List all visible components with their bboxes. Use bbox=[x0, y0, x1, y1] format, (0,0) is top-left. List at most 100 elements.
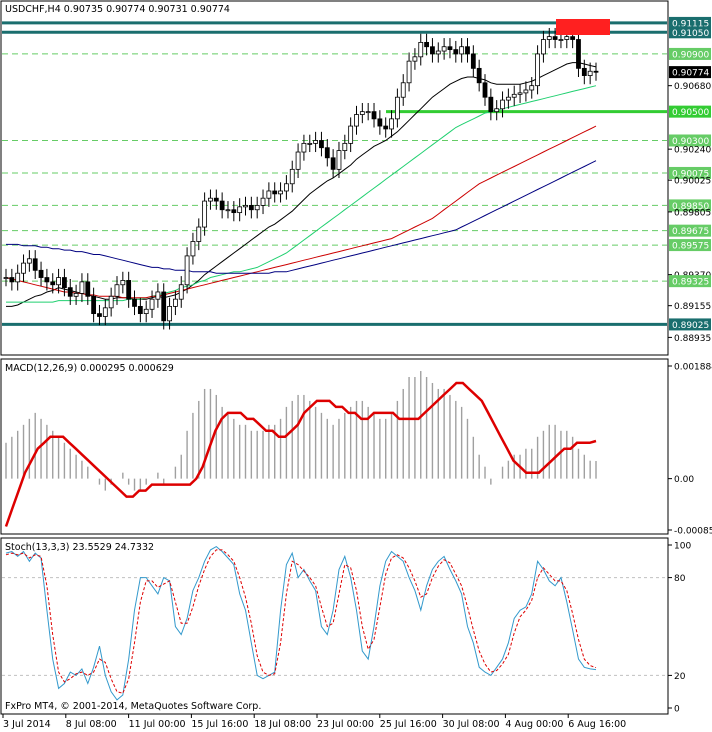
stoch-axis-label: 80 bbox=[674, 574, 686, 584]
candle-body bbox=[190, 241, 196, 257]
candle-body bbox=[73, 293, 79, 297]
price-label-box bbox=[669, 66, 711, 79]
candle-body bbox=[389, 118, 394, 130]
candle-body bbox=[342, 142, 348, 151]
candle-body bbox=[283, 183, 289, 192]
candle-body bbox=[231, 209, 237, 214]
candle-body bbox=[505, 96, 511, 101]
price-axis-label: 0.89575 bbox=[672, 242, 709, 252]
candle-body bbox=[202, 200, 208, 228]
time-axis-label: 3 Jul 2014 bbox=[3, 719, 51, 730]
candle-body bbox=[114, 284, 120, 297]
candle-body bbox=[470, 53, 476, 69]
candle-body bbox=[406, 60, 412, 84]
candle-body bbox=[400, 82, 406, 98]
macd-indicator: 0.001884 0.00 -0.000859 bbox=[4, 363, 712, 537]
candle-body bbox=[371, 111, 377, 120]
candle-body bbox=[243, 205, 248, 208]
price-axis-label: 0.88935 bbox=[674, 334, 711, 344]
candle-body bbox=[523, 89, 529, 94]
candle-body bbox=[289, 168, 295, 185]
candle-body bbox=[482, 82, 488, 98]
price-axis-label: 0.89850 bbox=[672, 202, 709, 212]
candle-body bbox=[453, 49, 459, 55]
moving-average-line bbox=[5, 125, 597, 299]
macd-signal-line bbox=[4, 381, 597, 527]
macd-header: MACD(12,26,9) 0.000295 0.000629 bbox=[5, 363, 174, 374]
candle-body bbox=[365, 111, 371, 114]
price-axis-label: 0.89155 bbox=[674, 302, 711, 312]
candle-body bbox=[9, 277, 15, 283]
price-label-box bbox=[669, 239, 711, 252]
price-label-box bbox=[669, 224, 711, 237]
candle-body bbox=[102, 307, 108, 317]
price-axis-label: 0.89325 bbox=[672, 278, 709, 288]
candle-body bbox=[412, 56, 418, 62]
time-axis-label: 15 Jul 16:00 bbox=[191, 719, 248, 730]
candle-body bbox=[79, 281, 85, 294]
candle-body bbox=[137, 305, 143, 315]
candle-body bbox=[272, 190, 278, 195]
price-candles bbox=[3, 27, 599, 330]
candle-body bbox=[219, 200, 225, 211]
macd-axis-label: -0.000859 bbox=[674, 527, 712, 537]
candle-body bbox=[447, 46, 453, 51]
candle-body bbox=[21, 262, 26, 274]
candle-body bbox=[260, 197, 266, 206]
candle-body bbox=[500, 99, 505, 110]
stoch-panel-border bbox=[0, 537, 669, 715]
candle-body bbox=[564, 36, 570, 40]
candle-body bbox=[541, 39, 546, 55]
candle-body bbox=[476, 67, 482, 84]
candle-body bbox=[576, 39, 581, 69]
time-axis-label: 25 Jul 16:00 bbox=[380, 719, 437, 730]
candle-body bbox=[359, 111, 365, 115]
candle-body bbox=[424, 41, 429, 48]
candle-body bbox=[295, 151, 301, 170]
candle-body bbox=[132, 298, 137, 307]
candle-body bbox=[377, 118, 383, 127]
price-axis-label: 0.91050 bbox=[672, 29, 709, 39]
candle-body bbox=[546, 36, 552, 40]
candle-body bbox=[126, 280, 132, 300]
candle-body bbox=[330, 157, 336, 170]
stoch-axis-label: 20 bbox=[674, 672, 686, 682]
candle-body bbox=[435, 50, 441, 55]
candle-body bbox=[535, 53, 540, 87]
candle-body bbox=[529, 85, 535, 91]
price-axis-label: 0.89805 bbox=[674, 208, 711, 218]
candle-body bbox=[459, 46, 465, 55]
stoch-main-line bbox=[5, 545, 597, 701]
candle-body bbox=[178, 284, 184, 300]
candle-body bbox=[108, 295, 114, 309]
candle-body bbox=[15, 272, 21, 283]
candle-body bbox=[208, 197, 213, 202]
price-axis-label: 0.90240 bbox=[674, 146, 711, 156]
price-label-box bbox=[669, 47, 711, 60]
price-axis-label: 0.90774 bbox=[672, 69, 709, 79]
candle-body bbox=[354, 114, 359, 127]
price-axis-label: 0.90300 bbox=[672, 137, 709, 147]
macd-axis-label: 0.001884 bbox=[674, 363, 712, 373]
candle-body bbox=[324, 147, 330, 159]
candle-body bbox=[441, 46, 447, 52]
price-axis-label: 0.91115 bbox=[672, 19, 709, 29]
moving-average-line bbox=[6, 62, 597, 307]
price-axis-label: 0.90500 bbox=[672, 108, 709, 118]
candle-body bbox=[418, 41, 424, 58]
price-axis-label: 0.90075 bbox=[672, 169, 709, 179]
candle-body bbox=[237, 206, 243, 214]
stoch-axis-label: 0 bbox=[674, 705, 680, 715]
candle-body bbox=[225, 209, 231, 212]
candle-body bbox=[38, 269, 44, 278]
price-label-box bbox=[669, 26, 711, 39]
candle-body bbox=[581, 67, 587, 76]
time-axis-label: 30 Jul 08:00 bbox=[443, 719, 500, 730]
price-axis-label: 0.90025 bbox=[674, 177, 711, 187]
candle-body bbox=[97, 313, 102, 317]
moving-average-line bbox=[6, 160, 597, 274]
candle-body bbox=[313, 140, 319, 144]
time-axis-label: 23 Jul 00:00 bbox=[317, 719, 374, 730]
